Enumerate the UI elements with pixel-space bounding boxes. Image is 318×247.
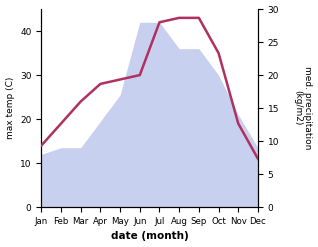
Y-axis label: med. precipitation
(kg/m2): med. precipitation (kg/m2) (293, 66, 313, 150)
X-axis label: date (month): date (month) (111, 231, 189, 242)
Y-axis label: max temp (C): max temp (C) (5, 77, 15, 139)
